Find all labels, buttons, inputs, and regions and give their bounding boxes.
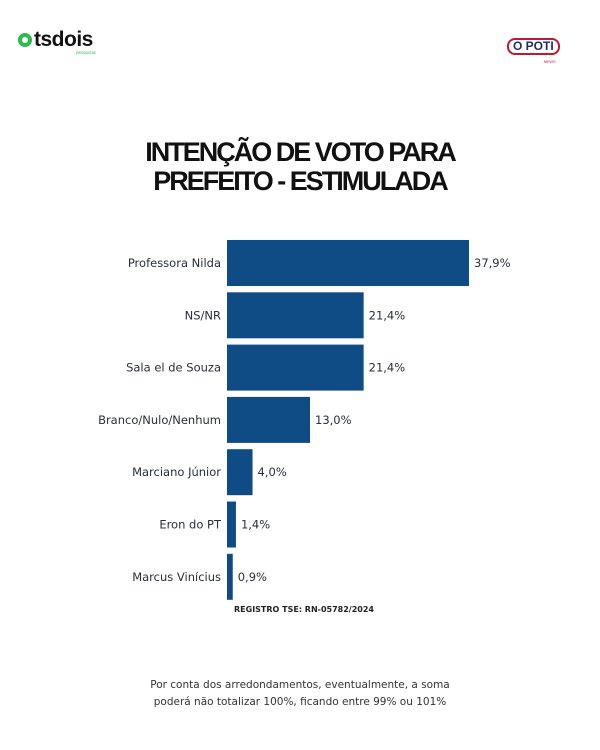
data-label: 37,9% xyxy=(474,256,511,270)
bar xyxy=(227,292,364,339)
data-label: 1,4% xyxy=(241,518,270,532)
bar xyxy=(227,396,311,443)
registro-tse: REGISTRO TSE: RN-05782/2024 xyxy=(234,605,374,614)
bar xyxy=(227,553,233,600)
opoti-logo-text: O POTI xyxy=(513,39,554,53)
tsdois-logo-mark-icon xyxy=(18,33,32,47)
data-label: 4,0% xyxy=(258,465,287,479)
chart-title-line-2: PREFEITO - ESTIMULADA xyxy=(153,166,449,196)
category-label: Marciano Júnior xyxy=(132,465,221,479)
bar xyxy=(227,344,364,391)
bar xyxy=(227,449,253,496)
tsdois-logo: tsdois pesquisas xyxy=(18,28,96,55)
rounding-note: Por conta dos arredondamentos, eventualm… xyxy=(0,677,600,711)
bar xyxy=(227,240,469,286)
data-label: 0,9% xyxy=(238,570,267,584)
chart-title-line-1: INTENÇÃO DE VOTO PARA xyxy=(145,137,457,167)
bar-chart: Professora Nilda 37,9% NS/NR 21,4% Sala el d… xyxy=(98,240,511,614)
category-label: Branco/Nulo/Nenhum xyxy=(98,413,221,427)
rounding-note-line-2: poderá não totalizar 100%, ficando entre… xyxy=(153,696,447,708)
category-label: Sala el de Souza xyxy=(126,361,221,375)
opoti-logo: O POTI NEWS xyxy=(507,38,560,64)
category-label: Eron do PT xyxy=(159,518,222,532)
tsdois-logo-sub: pesquisas xyxy=(76,50,96,55)
category-label: NS/NR xyxy=(185,308,221,322)
tsdois-logo-text: tsdois xyxy=(34,28,93,51)
chart-title: INTENÇÃO DE VOTO PARA PREFEITO - ESTIMUL… xyxy=(0,138,600,196)
data-label: 21,4% xyxy=(369,308,406,322)
data-label: 13,0% xyxy=(315,413,352,427)
category-label: Professora Nilda xyxy=(128,256,221,270)
opoti-logo-sub: NEWS xyxy=(543,59,556,64)
bar xyxy=(227,501,236,548)
rounding-note-line-1: Por conta dos arredondamentos, eventualm… xyxy=(150,679,450,691)
data-label: 21,4% xyxy=(369,361,406,375)
category-label: Marcus Vinícius xyxy=(132,570,221,584)
